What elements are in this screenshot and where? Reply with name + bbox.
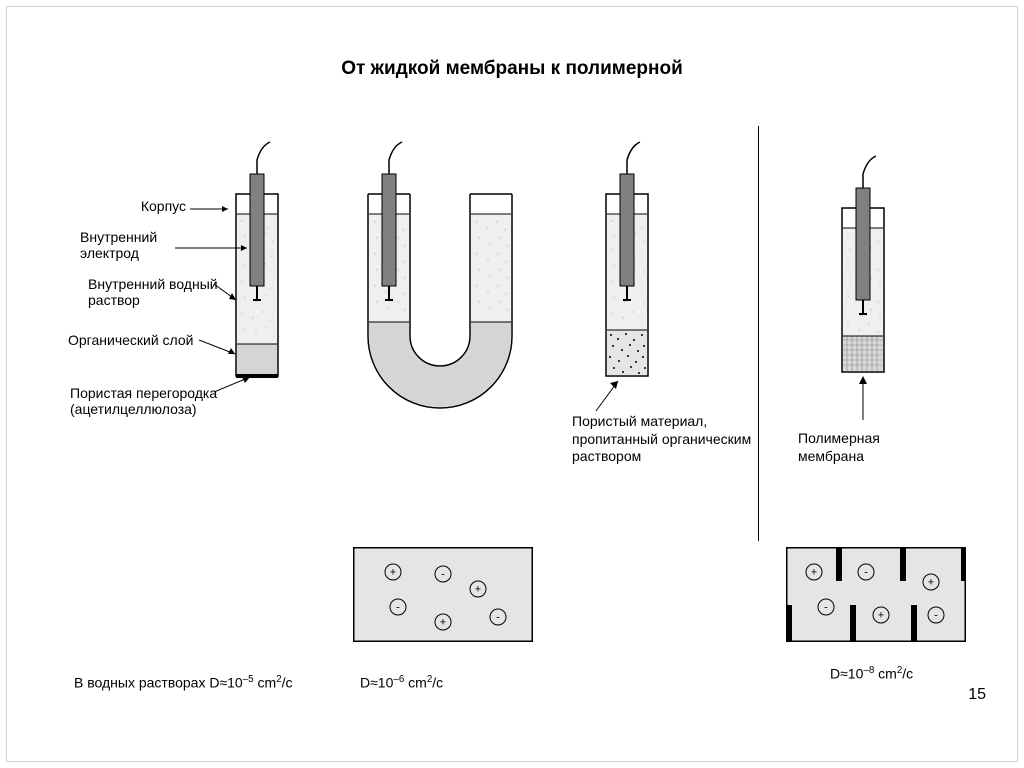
label-porous-material: Пористый материал,пропитанный органическ… (572, 413, 751, 466)
label-inner-electrode: Внутреннийэлектрод (80, 229, 157, 261)
svg-text:+: + (475, 584, 481, 596)
svg-text:+: + (878, 610, 884, 622)
arrow-porous-material (592, 377, 626, 413)
svg-text:+: + (928, 577, 934, 589)
svg-text:-: - (864, 567, 868, 579)
electrode-assembly-polymer (834, 150, 894, 400)
label-d-6: D≈10–6 cm2/c (360, 674, 443, 691)
label-d-aqueous: В водных растворах D≈10–5 cm2/c (74, 674, 293, 691)
page-number: 15 (968, 686, 986, 704)
ion-box-polymer: + - + - + - (786, 547, 966, 642)
arrow-organic-layer (199, 338, 241, 360)
arrow-inner-aqueous (214, 282, 242, 304)
label-porous-separator: Пористая перегородка(ацетилцеллюлоза) (70, 385, 217, 417)
label-d-8: D≈10–8 cm2/с (830, 665, 913, 682)
svg-text:-: - (441, 569, 445, 581)
electrode-assembly-u (330, 136, 550, 426)
label-korpus: Корпус (116, 198, 186, 214)
svg-text:-: - (824, 602, 828, 614)
arrow-polymer-membrane (856, 376, 870, 420)
svg-text:+: + (811, 567, 817, 579)
label-inner-aqueous: Внутренний водныйраствор (88, 276, 218, 308)
ion-box-solution: + - + - + - (353, 547, 533, 642)
svg-text:+: + (440, 617, 446, 629)
svg-text:-: - (496, 612, 500, 624)
arrow-korpus (190, 204, 234, 214)
page-title: От жидкой мембраны к полимерной (0, 58, 1024, 80)
electrode-assembly-porous (598, 136, 658, 396)
divider (758, 126, 759, 541)
svg-text:-: - (934, 610, 938, 622)
svg-text:+: + (390, 567, 396, 579)
arrow-porous-separator (214, 374, 256, 396)
label-polymer-membrane: Полимернаямембрана (798, 430, 880, 465)
svg-text:-: - (396, 602, 400, 614)
arrow-inner-electrode (175, 243, 253, 253)
label-organic-layer: Органический слой (68, 332, 193, 348)
